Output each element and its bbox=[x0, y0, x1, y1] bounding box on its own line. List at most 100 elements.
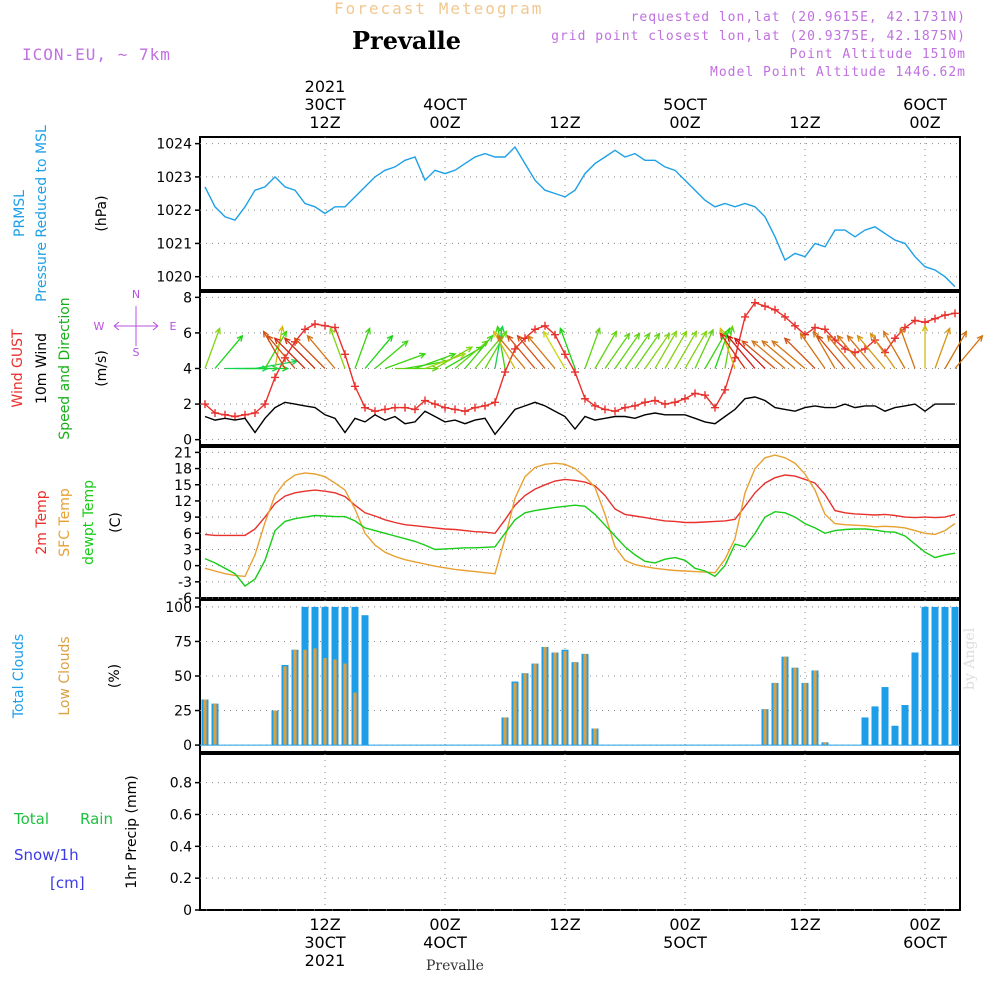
bottom-time-label: 00Z bbox=[429, 915, 460, 934]
wind-direction-arrow bbox=[899, 328, 916, 369]
wind-arrow-head bbox=[733, 337, 741, 345]
wind-gust-marker bbox=[901, 323, 909, 332]
top-time-label: 00Z bbox=[429, 113, 460, 132]
precip-legend-label: Snow/1h bbox=[14, 846, 79, 864]
footer-location: Prevalle bbox=[426, 958, 484, 974]
wind-gust-marker bbox=[911, 316, 919, 325]
wind-direction-arrow bbox=[517, 335, 546, 369]
wind-direction-arrow bbox=[954, 335, 983, 369]
wind-direction-arrow bbox=[694, 329, 714, 369]
wind-gust-marker bbox=[281, 353, 289, 362]
precip-frame bbox=[199, 753, 961, 911]
pressure-ytick-label: 1022 bbox=[156, 203, 192, 219]
wind-arrow-head bbox=[516, 334, 524, 342]
wind-gust-marker bbox=[941, 311, 949, 320]
wind-direction-arrow bbox=[813, 331, 836, 369]
top-time-label: 4OCT bbox=[423, 95, 467, 114]
pressure-ytick-label: 1021 bbox=[156, 236, 192, 252]
wind-arrow-head bbox=[542, 330, 549, 338]
wind-arrow-head bbox=[386, 334, 394, 342]
wind-direction-arrow bbox=[771, 340, 806, 369]
low-cloud-bar bbox=[283, 666, 287, 746]
wind-gust-marker bbox=[381, 405, 389, 414]
wind-arrow-head bbox=[623, 332, 631, 340]
wind-arrow-head bbox=[492, 330, 499, 338]
wind-gust-marker bbox=[371, 407, 379, 416]
wind-gust-marker bbox=[751, 298, 759, 307]
wind-arrow-head bbox=[707, 328, 714, 336]
wind-direction-arrow bbox=[354, 328, 371, 369]
top-time-label: 5OCT bbox=[663, 95, 707, 114]
temp-label: SFC Temp bbox=[57, 488, 73, 557]
precip-ytick-label: 0.4 bbox=[170, 839, 192, 855]
wind-gust-marker bbox=[611, 407, 619, 416]
wind-gust-marker bbox=[931, 314, 939, 323]
pressure-ytick-label: 1023 bbox=[156, 170, 192, 186]
pressure-ytick-label: 1020 bbox=[156, 270, 192, 286]
pressure-frame bbox=[199, 136, 961, 291]
wind-direction-arrow bbox=[284, 337, 316, 369]
wind-direction-arrow bbox=[654, 331, 677, 369]
wind-arrow-head bbox=[671, 330, 678, 338]
clouds-ytick-label: 75 bbox=[174, 634, 192, 650]
wind-gust-marker bbox=[631, 401, 639, 410]
wind-gust-marker bbox=[681, 394, 689, 403]
low-cloud-bar bbox=[543, 646, 547, 746]
top-time-label: 12Z bbox=[789, 113, 820, 132]
wind-arrow-head bbox=[812, 330, 819, 338]
low-cloud-bar bbox=[583, 653, 587, 746]
wind-direction-arrow bbox=[374, 340, 409, 369]
precip-ytick-label: 0.8 bbox=[170, 776, 192, 792]
wind-direction-arrow bbox=[214, 335, 243, 369]
wind-arrow-head bbox=[594, 326, 601, 335]
total-cloud-bar bbox=[901, 705, 909, 746]
wind-gust-marker bbox=[341, 350, 349, 359]
wind-ytick-label: 2 bbox=[183, 397, 192, 413]
low-cloud-bar bbox=[783, 656, 787, 746]
wind-direction-arrow bbox=[364, 335, 393, 369]
wind-gust-marker bbox=[701, 391, 709, 400]
wind-gust-marker bbox=[421, 396, 429, 405]
wind-ytick-label: 6 bbox=[183, 326, 192, 342]
wind-arrow-head bbox=[293, 337, 301, 345]
low-cloud-bar bbox=[763, 709, 767, 746]
low-cloud-bar bbox=[563, 651, 567, 746]
wind-direction-arrow bbox=[734, 337, 766, 369]
wind-arrow-head bbox=[419, 352, 427, 359]
wind-direction-arrow bbox=[263, 331, 286, 369]
wind-direction-arrow bbox=[267, 335, 296, 369]
compass-icon bbox=[113, 306, 159, 346]
low-cloud-bar bbox=[303, 649, 307, 746]
total-cloud-bar bbox=[871, 706, 879, 746]
precip-ytick-label: 0 bbox=[183, 903, 192, 919]
wind-direction-arrow bbox=[294, 337, 326, 369]
wind-direction-arrow bbox=[934, 328, 951, 369]
low-cloud-bar bbox=[203, 699, 207, 746]
model-altitude: Model Point Altitude 1446.62m bbox=[710, 65, 966, 80]
temp-ytick-label: 3 bbox=[183, 542, 192, 558]
wind-gust-marker bbox=[221, 410, 229, 419]
wind-gust-marker bbox=[741, 312, 749, 321]
wind-arrow-head bbox=[771, 340, 779, 347]
wind-arrow-head bbox=[836, 334, 844, 342]
wind-arrow-head bbox=[278, 324, 285, 333]
wind-direction-arrow bbox=[741, 340, 776, 369]
wind-gust-marker bbox=[821, 325, 829, 334]
wind-direction-arrow bbox=[644, 333, 671, 369]
total-cloud-bar bbox=[361, 615, 369, 746]
precip-legend-label: [cm] bbox=[50, 874, 85, 892]
wind-arrow-head bbox=[921, 324, 929, 332]
wind-direction-arrow bbox=[684, 331, 707, 369]
wind-direction-arrow bbox=[944, 331, 967, 369]
temp-ytick-label: 18 bbox=[174, 462, 192, 478]
precip-legend-label: Total bbox=[13, 810, 49, 828]
wind-gust-marker bbox=[411, 405, 419, 414]
low-cloud-bar bbox=[813, 670, 817, 746]
wind-direction-arrow bbox=[204, 328, 221, 369]
wind-direction-arrow bbox=[424, 353, 466, 370]
clouds-ytick-label: 25 bbox=[174, 704, 192, 720]
wind-gust-marker bbox=[551, 330, 559, 339]
total-cloud-bar bbox=[911, 652, 919, 746]
wind-gust-marker bbox=[231, 412, 239, 421]
wind-gust-marker bbox=[781, 312, 789, 321]
